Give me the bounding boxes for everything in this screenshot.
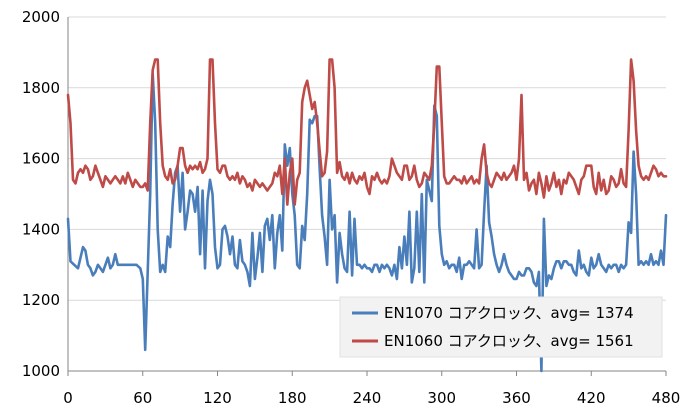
x-tick-label: 0 [63, 389, 73, 407]
series-line-0 [66, 72, 668, 373]
x-tick-label: 120 [203, 389, 232, 407]
series-line-1 [66, 58, 668, 206]
x-tick-label: 240 [353, 389, 382, 407]
legend-label-1: EN1060 コアクロック、avg= 1561 [384, 332, 634, 350]
y-tick-label: 2000 [22, 8, 60, 26]
x-tick-label: 480 [652, 389, 681, 407]
x-tick-label: 360 [502, 389, 531, 407]
y-tick-label: 1800 [22, 79, 60, 97]
x-tick-label: 300 [427, 389, 456, 407]
y-tick-label: 1400 [22, 220, 60, 238]
series-group [66, 58, 668, 373]
legend-box [339, 296, 663, 358]
x-tick-label: 420 [577, 389, 606, 407]
y-tick-label: 1600 [22, 150, 60, 168]
x-tick-label: 60 [133, 389, 152, 407]
axes: 1000 1200 1400 1600 1800 2000 0 60 120 180 240 300 3… [22, 8, 681, 407]
legend-label-0: EN1070 コアクロック、avg= 1374 [384, 304, 634, 322]
legend: EN1070 コアクロック、avg= 1374 EN1060 コアクロック、avg… [339, 296, 663, 358]
y-tick-label: 1200 [22, 291, 60, 309]
x-tick-label: 180 [278, 389, 307, 407]
y-tick-label: 1000 [22, 362, 60, 380]
